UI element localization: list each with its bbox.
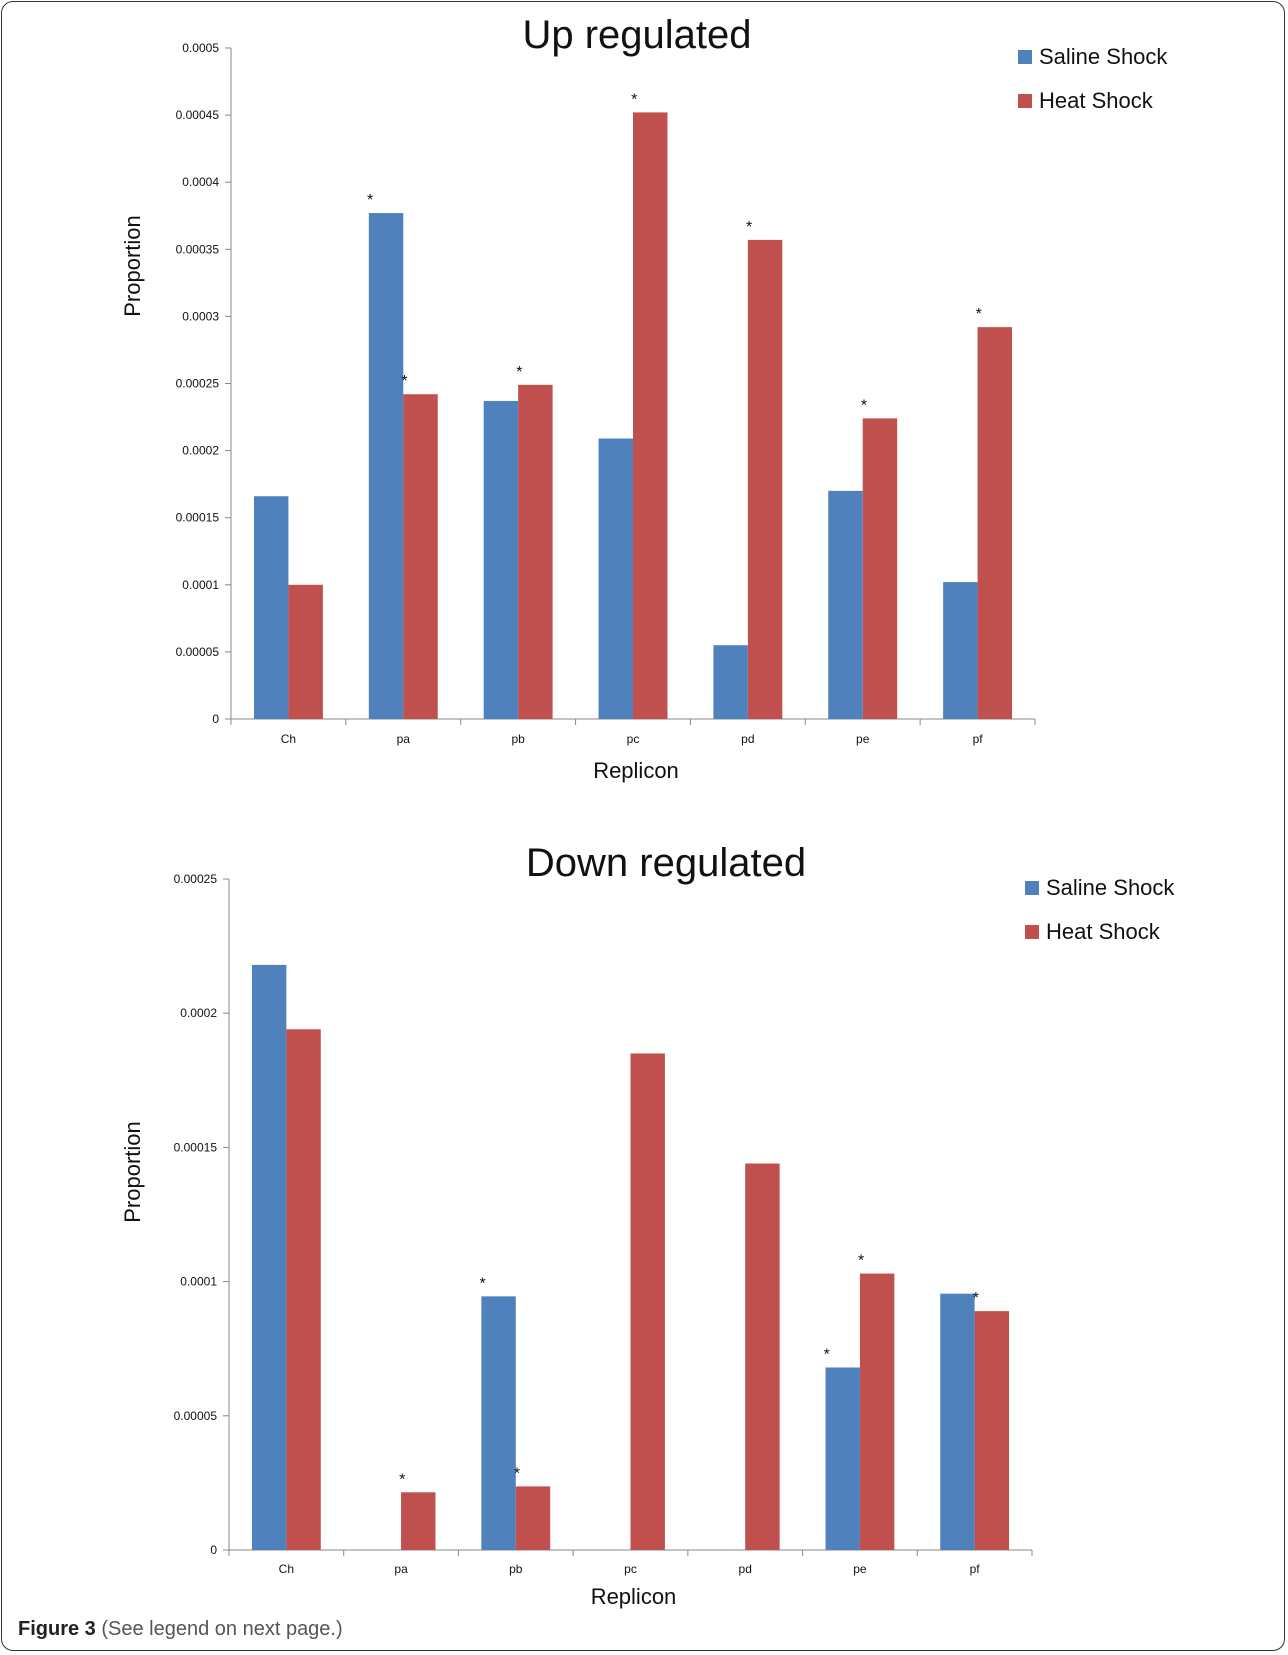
chart1-bar-heat — [633, 112, 668, 719]
chart2-x-tick-label: pe — [853, 1562, 867, 1576]
chart1-legend-label: Saline Shock — [1039, 44, 1168, 69]
chart2-x-tick-label: pf — [970, 1562, 981, 1576]
chart1-bar-heat — [288, 584, 323, 719]
chart1-y-tick-label: 0.0004 — [182, 175, 219, 189]
chart1-bar-heat — [977, 327, 1013, 719]
chart1-bar-heat — [403, 394, 438, 719]
chart2-significance-mark: * — [479, 1275, 485, 1292]
chart1-significance-mark: * — [861, 397, 867, 414]
chart1-significance-mark: * — [631, 91, 637, 108]
chart1-legend-swatch-heat — [1018, 94, 1032, 108]
chart2-significance-mark: * — [399, 1471, 405, 1488]
chart1-bar-heat — [518, 384, 553, 719]
chart2-bar-heat — [286, 1029, 321, 1550]
chart1-bar-saline — [713, 645, 748, 719]
chart2-x-tick-label: Ch — [279, 1562, 294, 1576]
chart2-y-tick-label: 0.0002 — [180, 1006, 217, 1020]
chart2-bar-saline — [940, 1293, 975, 1550]
chart1-significance-mark: * — [746, 219, 752, 236]
chart1-bar-saline — [598, 438, 633, 719]
chart1-x-tick-label: pc — [627, 732, 640, 746]
chart2-x-tick-label: pb — [509, 1562, 523, 1576]
chart2-bar-heat — [630, 1053, 665, 1550]
chart2-bar-heat — [515, 1486, 551, 1550]
chart2-bar-heat — [745, 1163, 780, 1550]
chart1-bar-saline — [943, 582, 978, 719]
chart1-x-axis-label: Replicon — [593, 758, 679, 783]
figure-label: Figure 3 — [18, 1618, 96, 1640]
chart1-legend-label: Heat Shock — [1039, 88, 1154, 113]
chart1-y-tick-label: 0.00015 — [176, 511, 220, 525]
chart1-x-tick-label: pf — [973, 732, 984, 746]
chart2-significance-mark: * — [858, 1253, 864, 1270]
chart2-bar-saline — [825, 1367, 860, 1550]
chart2-bar-heat — [859, 1273, 895, 1550]
chart1-y-tick-label: 0.00035 — [176, 242, 220, 256]
chart2-title: Down regulated — [526, 841, 806, 885]
chart1-bar-heat — [747, 239, 783, 719]
chart1-y-tick-label: 0.00005 — [176, 645, 220, 659]
chart2-bar-heat — [974, 1311, 1010, 1550]
chart1-bar-saline — [253, 496, 289, 719]
chart1-x-tick-label: Ch — [281, 732, 296, 746]
chart1-y-tick-label: 0.0003 — [182, 309, 219, 323]
chart1-bar-saline — [828, 490, 863, 719]
chart1-bar-saline — [483, 400, 519, 719]
chart1-y-tick-label: 0.0002 — [182, 444, 219, 458]
chart1-y-tick-label: 0 — [212, 712, 219, 726]
chart1-significance-mark: * — [401, 373, 407, 390]
chart1-significance-mark: * — [976, 306, 982, 323]
chart1-bar-heat — [862, 418, 898, 719]
chart2-y-tick-label: 0.00015 — [174, 1140, 218, 1154]
chart2-legend-label: Saline Shock — [1046, 875, 1175, 900]
chart1-bar-saline — [368, 213, 404, 720]
chart2-significance-mark: * — [514, 1465, 520, 1482]
chart2-y-axis-label: Proportion — [120, 1121, 145, 1223]
chart2-legend-swatch-saline — [1025, 881, 1039, 895]
chart1-significance-mark: * — [367, 192, 373, 209]
chart2-x-tick-label: pc — [624, 1562, 637, 1576]
chart2-bar-heat — [401, 1492, 436, 1550]
chart2-x-axis-label: Replicon — [591, 1584, 677, 1609]
chart1-x-tick-label: pd — [741, 732, 754, 746]
chart2-x-tick-label: pd — [739, 1562, 752, 1576]
chart1-legend-swatch-saline — [1018, 50, 1032, 64]
chart2-significance-mark: * — [973, 1290, 979, 1307]
chart1-y-tick-label: 0.00025 — [176, 377, 220, 391]
chart1-x-tick-label: pe — [856, 732, 870, 746]
chart1-x-tick-label: pa — [397, 732, 411, 746]
chart1-y-tick-label: 0.0005 — [182, 41, 219, 55]
chart2-bar-saline — [251, 964, 287, 1550]
chart2-bar-saline — [481, 1296, 516, 1550]
chart1-y-axis-label: Proportion — [120, 215, 145, 317]
chart2-legend-label: Heat Shock — [1046, 919, 1161, 944]
figure-caption: Figure 3 (See legend on next page.) — [18, 1618, 343, 1641]
chart2-y-tick-label: 0.0001 — [180, 1275, 217, 1289]
chart2-legend-swatch-heat — [1025, 925, 1039, 939]
chart1-y-tick-label: 0.0001 — [182, 578, 219, 592]
chart1-significance-mark: * — [516, 364, 522, 381]
chart2-y-tick-label: 0.00005 — [174, 1409, 218, 1423]
chart1-title: Up regulated — [522, 13, 751, 57]
chart2-significance-mark: * — [824, 1346, 830, 1363]
figure-caption-text: (See legend on next page.) — [101, 1618, 343, 1640]
chart2-y-tick-label: 0 — [210, 1543, 217, 1557]
chart2-y-tick-label: 0.00025 — [174, 872, 218, 886]
chart1-y-tick-label: 0.00045 — [176, 108, 220, 122]
chart1-x-tick-label: pb — [511, 732, 525, 746]
chart2-x-tick-label: pa — [394, 1562, 408, 1576]
